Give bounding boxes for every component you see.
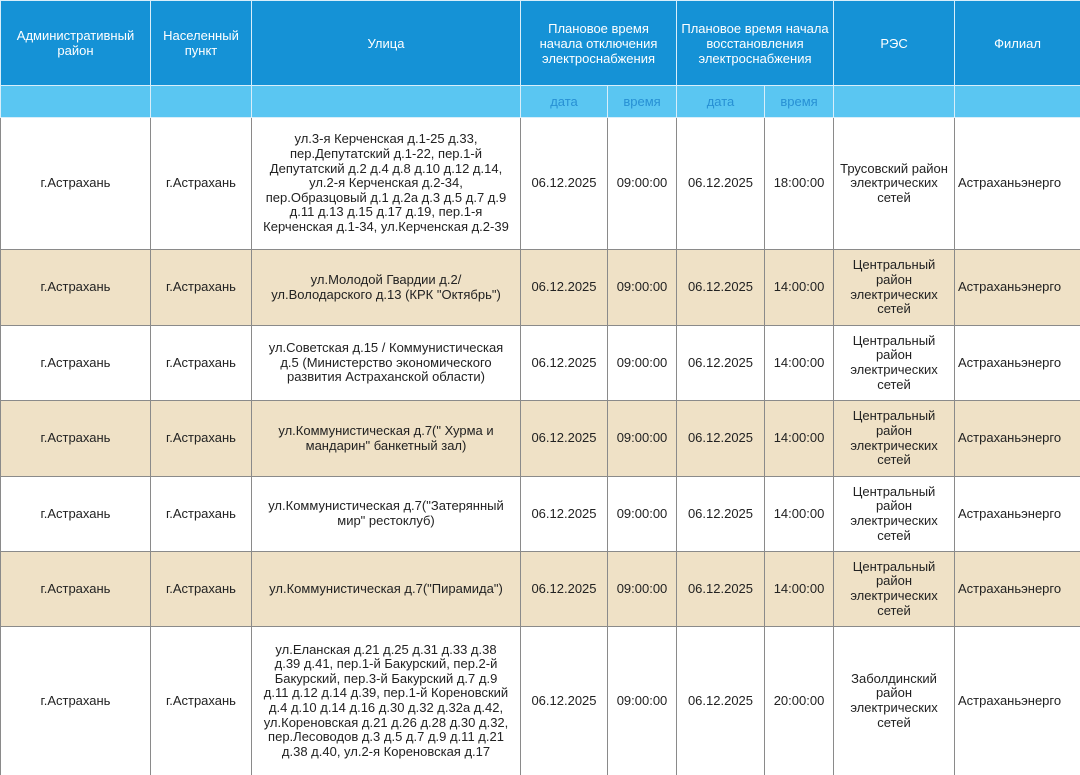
subheader-cell xyxy=(251,85,521,118)
header-cell: РЭС xyxy=(833,0,956,86)
table-cell: г.Астрахань xyxy=(0,249,151,326)
subheader-cell: дата xyxy=(676,85,765,118)
header-cell: Населенный пункт xyxy=(150,0,252,86)
table-row: г.Астрахань г.Астрахань ул.Коммунистическа… xyxy=(0,400,1080,477)
table-cell: 06.12.2025 xyxy=(676,325,765,401)
table-row: г.Астрахань г.Астрахань ул.3-я Керченская … xyxy=(0,117,1080,250)
header-cell: Улица xyxy=(251,0,521,86)
table-cell: 06.12.2025 xyxy=(520,249,608,326)
table-cell: ул.3-я Керченская д.1-25 д.33, пер.Депут… xyxy=(251,117,521,250)
subheader-cell: дата xyxy=(520,85,608,118)
table-cell: Астраханьэнерго xyxy=(954,325,1080,401)
table-cell: Астраханьэнерго xyxy=(954,249,1080,326)
table-cell: Трусовский район электрических сетей xyxy=(833,117,956,250)
table-cell: Астраханьэнерго xyxy=(954,476,1080,552)
table-cell: 06.12.2025 xyxy=(520,117,608,250)
table-cell: 14:00:00 xyxy=(763,400,835,477)
table-row: г.Астрахань г.Астрахань ул.Коммунистическа… xyxy=(0,551,1080,627)
table-cell: 06.12.2025 xyxy=(676,117,765,250)
table-cell: 06.12.2025 xyxy=(520,551,608,627)
table-cell: ул.Молодой Гвардии д.2/ ул.Володарского … xyxy=(251,249,521,326)
table-row: г.Астрахань г.Астрахань ул.Молодой Гвардии… xyxy=(0,249,1080,326)
subheader-cell xyxy=(833,85,956,118)
table-cell: 14:00:00 xyxy=(763,249,835,326)
table-cell: г.Астрахань xyxy=(0,325,151,401)
table-cell: Астраханьэнерго xyxy=(954,117,1080,250)
table-cell: г.Астрахань xyxy=(150,400,252,477)
table-cell: Центральный район электрических сетей xyxy=(833,249,956,326)
table-cell: 06.12.2025 xyxy=(520,476,608,552)
table-cell: 06.12.2025 xyxy=(520,626,608,775)
table-cell: 14:00:00 xyxy=(763,551,835,627)
table-cell: Заболдинский район электрических сетей xyxy=(833,626,956,775)
table-cell: 14:00:00 xyxy=(763,476,835,552)
subheader-cell: время xyxy=(607,85,677,118)
table-row: г.Астрахань г.Астрахань ул.Еланская д.21 д… xyxy=(0,626,1080,775)
table-row: г.Астрахань г.Астрахань ул.Коммунистическа… xyxy=(0,476,1080,552)
table-cell: Астраханьэнерго xyxy=(954,626,1080,775)
table-cell: Центральный район электрических сетей xyxy=(833,400,956,477)
table-cell: г.Астрахань xyxy=(0,551,151,627)
table-cell: ул.Коммунистическая д.7("Затерянный мир"… xyxy=(251,476,521,552)
table-cell: 09:00:00 xyxy=(607,476,677,552)
table-cell: г.Астрахань xyxy=(0,476,151,552)
table-cell: г.Астрахань xyxy=(150,249,252,326)
table-cell: г.Астрахань xyxy=(150,626,252,775)
table-cell: Центральный район электрических сетей xyxy=(833,551,956,627)
table-cell: 09:00:00 xyxy=(607,626,677,775)
table-cell: ул.Коммунистическая д.7(" Хурма и мандар… xyxy=(251,400,521,477)
table-row: г.Астрахань г.Астрахань ул.Советская д.15 … xyxy=(0,325,1080,401)
table-cell: Центральный район электрических сетей xyxy=(833,325,956,401)
table-cell: 06.12.2025 xyxy=(676,476,765,552)
table-cell: г.Астрахань xyxy=(0,400,151,477)
table-cell: г.Астрахань xyxy=(0,117,151,250)
table-cell: 09:00:00 xyxy=(607,117,677,250)
header-cell: Филиал xyxy=(954,0,1080,86)
table-cell: г.Астрахань xyxy=(150,476,252,552)
table-cell: Центральный район электрических сетей xyxy=(833,476,956,552)
table-cell: ул.Еланская д.21 д.25 д.31 д.33 д.38 д.3… xyxy=(251,626,521,775)
table-cell: г.Астрахань xyxy=(150,325,252,401)
header-cell: Административный район xyxy=(0,0,151,86)
table-cell: 09:00:00 xyxy=(607,249,677,326)
table-cell: г.Астрахань xyxy=(150,551,252,627)
table-cell: 06.12.2025 xyxy=(676,400,765,477)
table-cell: 18:00:00 xyxy=(763,117,835,250)
subheader-cell xyxy=(0,85,151,118)
subheader-cell xyxy=(954,85,1080,118)
table-cell: 06.12.2025 xyxy=(520,325,608,401)
table-cell: Астраханьэнерго xyxy=(954,551,1080,627)
table-cell: 09:00:00 xyxy=(607,325,677,401)
table-body: г.Астрахань г.Астрахань ул.3-я Керченская … xyxy=(0,117,1080,775)
table-cell: ул.Коммунистическая д.7("Пирамида") xyxy=(251,551,521,627)
table-cell: Астраханьэнерго xyxy=(954,400,1080,477)
table-cell: 09:00:00 xyxy=(607,551,677,627)
table-cell: 06.12.2025 xyxy=(676,626,765,775)
table-cell: г.Астрахань xyxy=(0,626,151,775)
table-cell: 06.12.2025 xyxy=(520,400,608,477)
subheader-cell xyxy=(150,85,252,118)
subheader-cell: время xyxy=(763,85,835,118)
table-cell: ул.Советская д.15 / Коммунистическая д.5… xyxy=(251,325,521,401)
header-cell: Плановое время начала отключения электро… xyxy=(520,0,677,86)
table-cell: г.Астрахань xyxy=(150,117,252,250)
table-cell: 20:00:00 xyxy=(763,626,835,775)
table-cell: 06.12.2025 xyxy=(676,249,765,326)
table-cell: 06.12.2025 xyxy=(676,551,765,627)
header-cell: Плановое время начала восстановления эле… xyxy=(675,0,835,86)
table-cell: 14:00:00 xyxy=(763,325,835,401)
table-cell: 09:00:00 xyxy=(607,400,677,477)
